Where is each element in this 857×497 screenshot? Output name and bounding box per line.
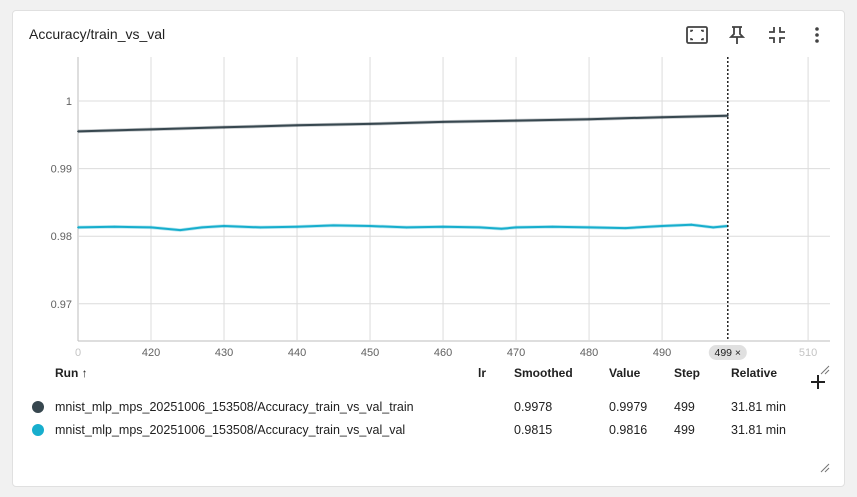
series-point-1 — [332, 224, 335, 227]
run-name-train: mnist_mlp_mps_20251006_153508/Accuracy_t… — [55, 400, 414, 414]
series-point-1 — [296, 225, 298, 228]
series-point-0 — [369, 123, 371, 125]
x-tick-label: 440 — [288, 347, 306, 359]
step-val: 499 — [674, 423, 695, 437]
series-point-1 — [369, 225, 371, 227]
run-name-val: mnist_mlp_mps_20251006_153508/Accuracy_t… — [55, 423, 406, 437]
series-point-0 — [661, 116, 663, 119]
y-tick-label: 0.98 — [51, 231, 72, 243]
series-point-1 — [661, 225, 663, 227]
relative-train: 31.81 min — [731, 400, 786, 414]
series-point-1 — [690, 223, 693, 226]
y-tick-label: 0.99 — [51, 164, 72, 176]
x-tick-label: 420 — [142, 347, 160, 359]
col-header-relative[interactable]: Relative — [731, 366, 778, 380]
smoothed-value-val: 0.9815 — [514, 423, 553, 437]
run-color-dot-val[interactable] — [32, 424, 44, 436]
series-point-1 — [259, 226, 262, 229]
series-point-0 — [296, 124, 298, 127]
smoothed-value-train: 0.9978 — [514, 400, 553, 414]
x-tick-label: 490 — [653, 347, 671, 359]
step-cursor-label: 499 × — [714, 347, 741, 359]
series-point-1 — [515, 226, 517, 229]
value-val: 0.9816 — [609, 423, 648, 437]
x-tick-label: 460 — [434, 347, 452, 359]
series-point-1 — [405, 226, 408, 229]
collapse-icon[interactable] — [764, 23, 790, 47]
chart-resize-handle-icon[interactable] — [820, 362, 830, 375]
series-point-0 — [726, 114, 729, 117]
x-tick-label: 0 — [75, 347, 81, 359]
series-point-1 — [442, 225, 444, 228]
series-point-1 — [712, 226, 715, 229]
pin-icon[interactable] — [724, 23, 750, 47]
x-tick-label: 470 — [507, 347, 525, 359]
col-header-step[interactable]: Step — [674, 366, 701, 380]
table-resize-handle-icon[interactable] — [820, 460, 830, 473]
series-line-1 — [77, 223, 728, 232]
run-color-dot-train[interactable] — [32, 401, 44, 413]
series-point-0 — [150, 128, 152, 131]
series-point-0 — [77, 130, 79, 133]
series-point-1 — [77, 226, 79, 229]
series-point-1 — [179, 229, 182, 232]
more-vert-icon[interactable] — [804, 23, 830, 47]
fit-to-data-icon[interactable] — [684, 23, 710, 47]
col-header-run[interactable]: Run ↑ — [55, 366, 88, 380]
series-point-1 — [551, 225, 554, 228]
x-tick-label: 480 — [580, 347, 598, 359]
x-tick-label: 510 — [799, 347, 817, 359]
step-cursor-badge — [708, 345, 747, 360]
series-point-0 — [588, 118, 590, 121]
series-point-1 — [150, 226, 152, 229]
value-train: 0.9979 — [609, 400, 648, 414]
series-point-1 — [201, 226, 204, 229]
series-point-1 — [223, 225, 225, 227]
y-tick-label: 0.97 — [51, 299, 72, 311]
series-point-1 — [588, 226, 590, 229]
series-point-0 — [442, 121, 444, 123]
add-column-icon[interactable] — [810, 374, 826, 390]
col-header-value[interactable]: Value — [609, 366, 641, 380]
series-point-0 — [515, 119, 517, 122]
series-point-0 — [223, 126, 225, 129]
card-toolbar — [684, 23, 830, 47]
col-header-smoothed[interactable]: Smoothed — [514, 366, 573, 380]
x-tick-label: 430 — [215, 347, 233, 359]
series-point-1 — [478, 226, 481, 229]
step-train: 499 — [674, 400, 695, 414]
y-tick-label: 1 — [66, 96, 72, 108]
series-line-0 — [77, 114, 728, 133]
relative-val: 31.81 min — [731, 423, 786, 437]
series-point-1 — [500, 227, 503, 230]
series-point-1 — [113, 225, 116, 228]
chart-title: Accuracy/train_vs_val — [29, 26, 166, 42]
series-point-1 — [624, 227, 627, 229]
col-header-lr[interactable]: lr — [478, 366, 487, 380]
x-tick-label: 450 — [361, 347, 379, 359]
